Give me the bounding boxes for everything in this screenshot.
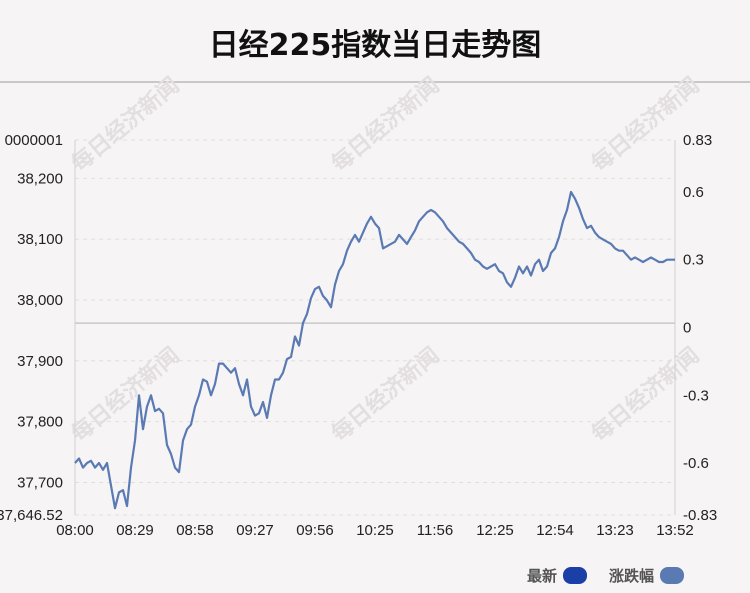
watermark-text: 每日经济新闻 [67,342,185,447]
y-right-tick-label: 0.83 [683,132,712,149]
watermark-text: 每日经济新闻 [327,72,445,177]
x-tick-label: 12:54 [536,522,574,539]
y-right-tick-label: 0.6 [683,184,704,201]
page-title: 日经225指数当日走势图 [208,28,542,63]
y-right-tick-label: -0.83 [683,507,717,524]
series-group [74,190,675,510]
y-right-tick-label: 0 [683,320,691,337]
legend-swatch-change [660,567,684,584]
grid-lines [75,139,675,516]
y-right-tick-label: -0.6 [683,455,709,472]
x-tick-labels: 08:00 08:29 08:58 09:27 09:56 10:25 11:56 12:25… [56,522,694,539]
title-divider [0,81,750,83]
series-line-change [74,190,675,510]
x-tick-label: 09:56 [296,522,334,539]
legend: 最新 涨跌幅 [527,565,684,586]
y-left-tick-label: 37,900 [17,353,63,370]
x-tick-label: 10:25 [356,522,394,539]
watermark-text: 每日经济新闻 [587,72,705,177]
y-left-tick-label: 37,800 [17,414,63,431]
y-left-tick-label: 0000001 [5,132,63,149]
x-tick-label: 12:25 [476,522,514,539]
y-left-tick-label: 38,200 [17,170,63,187]
x-tick-label: 09:27 [236,522,274,539]
legend-label-change: 涨跌幅 [608,567,654,585]
legend-swatch-latest [562,567,587,584]
watermark-text: 每日经济新闻 [327,342,445,447]
x-tick-label: 08:29 [116,522,154,539]
x-tick-label: 08:00 [56,522,94,539]
x-tick-label: 11:56 [417,522,453,539]
y-right-tick-label: 0.3 [683,252,704,269]
x-tick-label: 13:52 [656,522,694,539]
y-left-tick-label: 38,100 [17,231,63,248]
y-right-tick-labels: 0.83 0.6 0.3 0 -0.3 -0.6 -0.83 [683,132,717,524]
y-left-tick-label: 37,700 [17,474,63,491]
y-right-tick-label: -0.3 [683,387,709,404]
legend-label-latest: 最新 [526,567,557,585]
y-left-tick-label: 37,646.52 [0,507,63,524]
y-left-tick-labels: 0000001 38,200 38,100 38,000 37,900 37,800 37,… [0,132,63,524]
watermark-text: 每日经济新闻 [67,72,185,177]
y-left-tick-label: 38,000 [17,292,63,309]
x-tick-label: 13:23 [596,522,634,539]
x-tick-label: 08:58 [176,522,214,539]
